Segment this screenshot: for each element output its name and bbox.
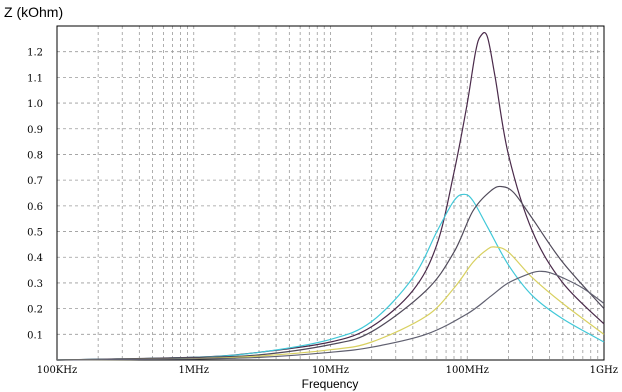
x-tick-label: 1GHz: [590, 365, 618, 376]
y-tick-label: 0.3: [27, 279, 43, 290]
series-line-2: [56, 193, 605, 361]
plot-frame: [56, 25, 605, 361]
y-tick-label: 0.1: [27, 330, 43, 341]
x-tick-labels: 100KHz 1MHz 10MHz 100MHz 1GHz: [37, 365, 618, 376]
y-tick-label: 0.2: [27, 305, 43, 316]
x-tick-label: 100MHz: [446, 365, 489, 376]
y-tick-label: 0.4: [27, 253, 43, 264]
y-tick-label: 1.1: [27, 73, 43, 84]
x-tick-label: 10MHz: [312, 365, 349, 376]
x-tick-label: 1MHz: [178, 365, 209, 376]
y-tick-label: 0.6: [27, 202, 43, 213]
y-tick-label: 0.7: [27, 176, 43, 187]
y-tick-label: 0.5: [27, 228, 43, 239]
y-tick-label: 0.9: [27, 125, 43, 136]
y-tick-label: 1.0: [27, 99, 43, 110]
series-line-3: [56, 185, 605, 361]
y-axis-label: Z (kOhm): [4, 4, 63, 20]
series-line-5: [56, 270, 605, 361]
y-tick-label: 0.8: [27, 150, 43, 161]
grid: [57, 26, 604, 360]
series-line-4: [56, 246, 605, 361]
series-group: [56, 31, 605, 361]
y-tick-labels: 0.1 0.2 0.3 0.4 0.5 0.6 0.7 0.8 0.9 1.0 1.1 1.2: [27, 48, 43, 342]
y-tick-label: 1.2: [27, 48, 43, 59]
x-tick-label: 100KHz: [37, 365, 78, 376]
x-axis-label: Frequency: [302, 377, 359, 391]
